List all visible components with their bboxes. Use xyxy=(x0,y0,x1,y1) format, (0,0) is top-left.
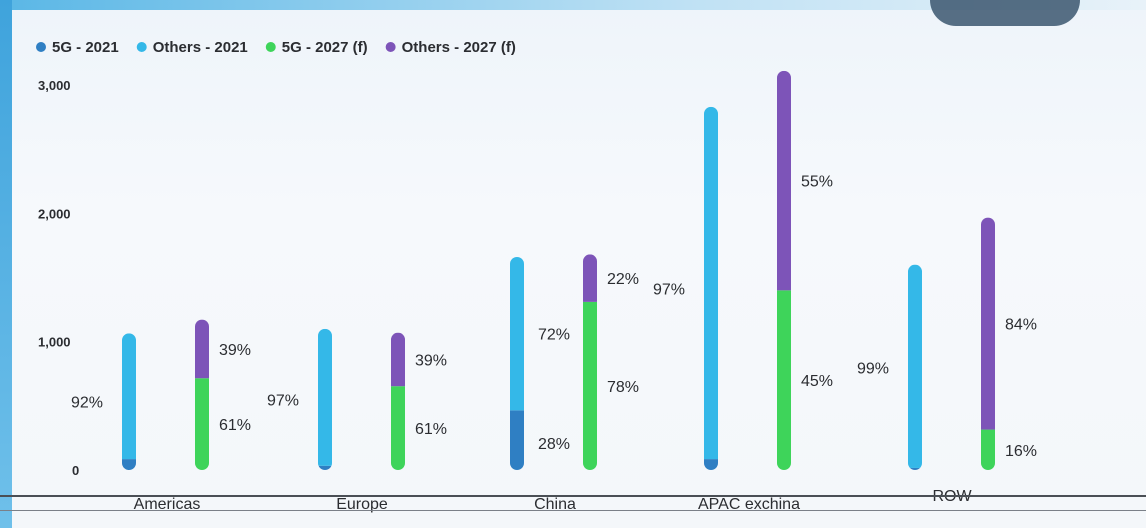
legend-label-2: 5G - 2027 (f) xyxy=(282,39,368,56)
bar-segment-others-2021-europe xyxy=(318,328,332,466)
x-category-label-0: Americas xyxy=(134,496,201,513)
y-tick-label-0: 0 xyxy=(72,463,79,478)
bar-segment-others-2027-f-row xyxy=(981,217,995,430)
legend-label-1: Others - 2021 xyxy=(153,39,248,56)
pct-label-others-2021: 72% xyxy=(538,327,570,344)
pct-label-others-2021: 97% xyxy=(653,281,685,298)
legend-label-0: 5G - 2021 xyxy=(52,39,119,56)
left-background-band xyxy=(0,0,12,528)
bar-segment-5g-2021-europe xyxy=(318,465,332,470)
x-category-label-1: Europe xyxy=(336,496,388,513)
pct-label-others-2021: 97% xyxy=(267,392,299,409)
decorative-corner-shape xyxy=(930,0,1080,26)
bar-segment-others-2021-china xyxy=(510,256,524,411)
pct-label-5g-2027: 78% xyxy=(607,379,639,396)
x-category-label-2: China xyxy=(534,496,576,513)
pct-label-others-2027: 84% xyxy=(1005,317,1037,334)
bar-segment-others-2021-apac-exchina xyxy=(704,106,718,460)
bar-segment-5g-2027-f-row xyxy=(981,429,995,470)
bar-segment-others-2027-f-apac-exchina xyxy=(777,70,791,291)
bar-segment-5g-2027-f-china xyxy=(583,301,597,470)
pct-label-5g-2027: 16% xyxy=(1005,443,1037,460)
legend-swatch-2 xyxy=(265,42,276,52)
pct-label-others-2027: 22% xyxy=(607,271,639,288)
legend-label-3: Others - 2027 (f) xyxy=(402,39,516,56)
legend-swatch-3 xyxy=(385,42,396,52)
pct-label-others-2027: 55% xyxy=(801,174,833,191)
y-tick-label-1: 1,000 xyxy=(38,335,71,350)
bar-segment-5g-2021-americas xyxy=(122,459,136,470)
pct-label-others-2021: 99% xyxy=(857,360,889,377)
legend-swatch-1 xyxy=(136,42,147,52)
pct-label-others-2027: 39% xyxy=(415,352,447,369)
y-tick-label-3: 3,000 xyxy=(38,78,71,93)
bar-segment-others-2021-row xyxy=(908,264,922,468)
pct-label-5g-2021: 28% xyxy=(538,436,570,453)
y-tick-label-2: 2,000 xyxy=(38,206,71,221)
bar-segment-5g-2021-china xyxy=(510,410,524,470)
pct-label-others-2027: 39% xyxy=(219,342,251,359)
bar-segment-5g-2021-row xyxy=(908,467,922,470)
bottom-rule-thin xyxy=(0,510,1146,511)
pct-label-5g-2027: 45% xyxy=(801,373,833,390)
top-background-band xyxy=(0,0,1146,10)
bar-segment-others-2027-f-americas xyxy=(195,319,209,379)
pct-label-others-2021: 92% xyxy=(71,395,103,412)
pct-label-5g-2027: 61% xyxy=(219,417,251,434)
bar-segment-5g-2021-apac-exchina xyxy=(704,459,718,470)
legend-swatch-0 xyxy=(36,42,46,52)
bottom-rule xyxy=(0,495,1146,497)
bar-segment-others-2027-f-china xyxy=(583,254,597,302)
bar-segment-5g-2027-f-apac-exchina xyxy=(777,290,791,470)
bar-segment-others-2021-americas xyxy=(122,333,136,460)
pct-label-5g-2027: 61% xyxy=(415,421,447,438)
x-category-label-3: APAC exchina xyxy=(698,496,800,513)
bar-segment-others-2027-f-europe xyxy=(391,332,405,387)
bar-segment-5g-2027-f-americas xyxy=(195,378,209,470)
bar-segment-5g-2027-f-europe xyxy=(391,386,405,470)
